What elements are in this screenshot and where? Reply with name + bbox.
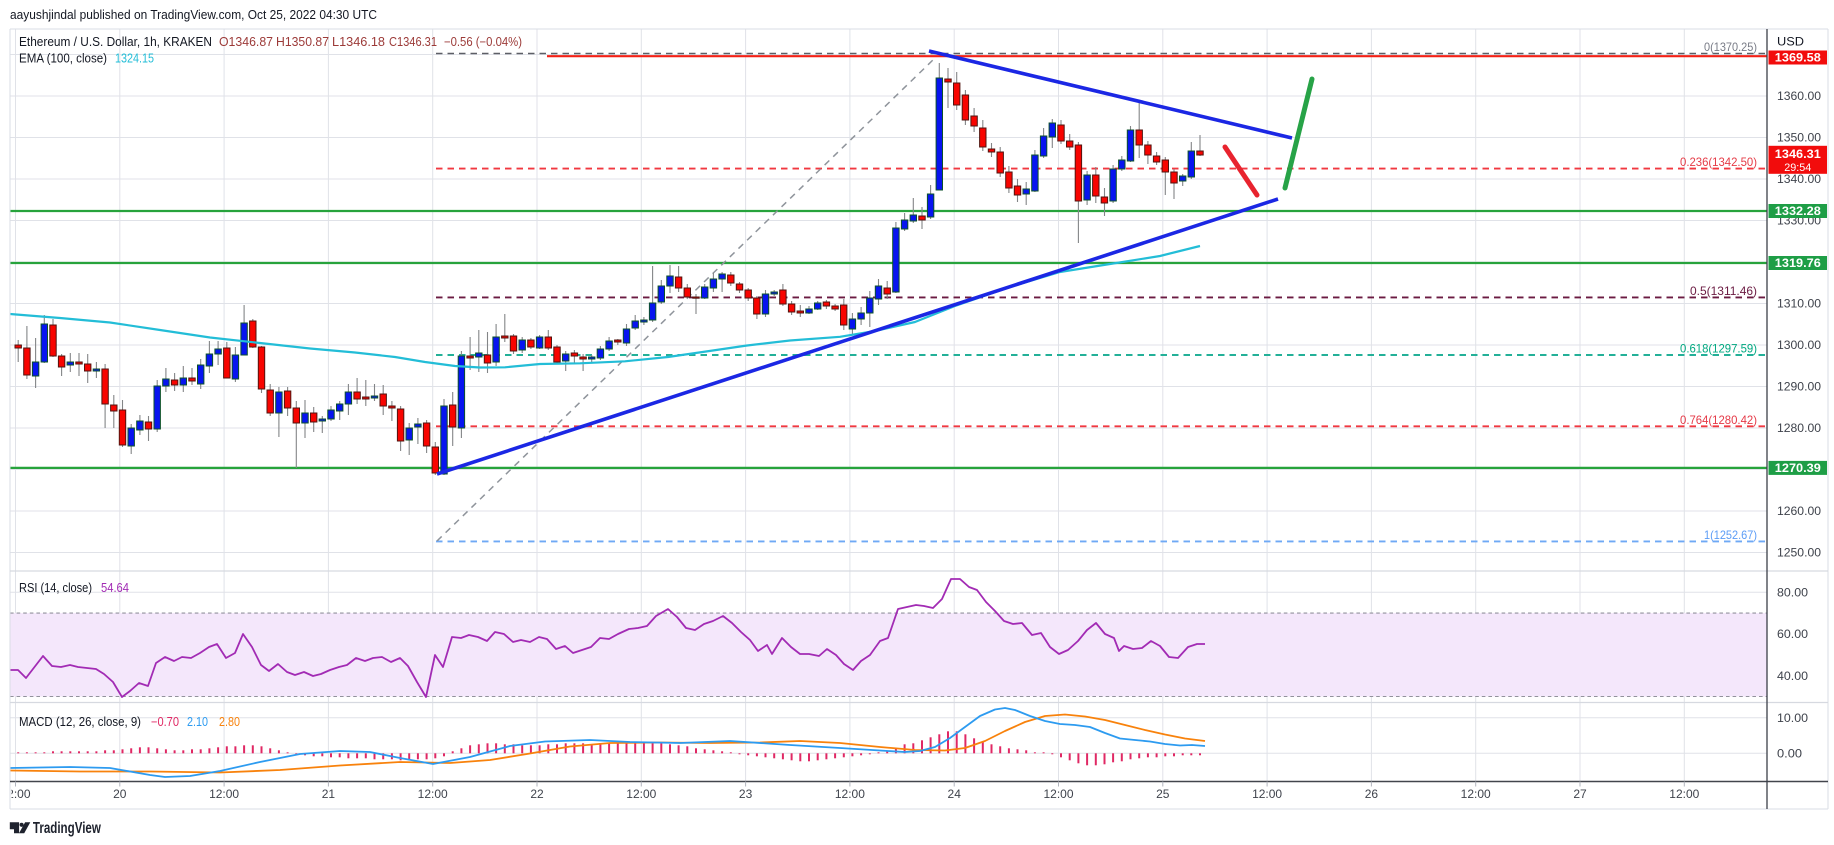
svg-text:23: 23: [739, 787, 753, 801]
svg-text:1270.39: 1270.39: [1775, 461, 1821, 475]
svg-text:1369.58: 1369.58: [1775, 51, 1821, 65]
svg-text:12:00: 12:00: [1669, 787, 1699, 801]
svg-text:L1346.18: L1346.18: [332, 35, 385, 49]
svg-text:1280.00: 1280.00: [1777, 422, 1822, 435]
svg-text:−0.56 (−0.04%): −0.56 (−0.04%): [444, 35, 522, 49]
svg-text:O1346.87: O1346.87: [219, 35, 273, 49]
svg-text:Ethereum / U.S. Dollar, 1h, KR: Ethereum / U.S. Dollar, 1h, KRAKEN: [19, 35, 212, 49]
svg-text:29:54: 29:54: [1784, 162, 1811, 174]
svg-text:25: 25: [1156, 787, 1170, 801]
svg-text:−0.70: −0.70: [151, 715, 179, 729]
svg-text:12:00: 12:00: [1043, 787, 1073, 801]
svg-text:1346.31: 1346.31: [1775, 147, 1821, 161]
svg-text:0.5(1311.46): 0.5(1311.46): [1690, 284, 1757, 298]
svg-text:H1350.87: H1350.87: [276, 35, 329, 49]
svg-text:1(1252.67): 1(1252.67): [1704, 528, 1757, 542]
svg-text:1319.76: 1319.76: [1775, 256, 1821, 270]
svg-text:0.236(1342.50): 0.236(1342.50): [1680, 155, 1757, 169]
svg-text:40.00: 40.00: [1777, 670, 1809, 683]
svg-text:0.618(1297.59): 0.618(1297.59): [1680, 342, 1757, 356]
svg-text:22: 22: [530, 787, 544, 801]
svg-text:12:00: 12:00: [0, 787, 30, 801]
svg-text:C1346.31: C1346.31: [389, 35, 437, 49]
svg-text:0.764(1280.42): 0.764(1280.42): [1680, 413, 1757, 427]
svg-text:1260.00: 1260.00: [1777, 505, 1822, 518]
svg-text:10.00: 10.00: [1777, 712, 1809, 725]
svg-text:1250.00: 1250.00: [1777, 547, 1822, 560]
svg-text:1290.00: 1290.00: [1777, 381, 1822, 394]
svg-text:1340.00: 1340.00: [1777, 173, 1822, 186]
svg-text:21: 21: [322, 787, 336, 801]
svg-text:USD: USD: [1777, 36, 1804, 49]
svg-text:12:00: 12:00: [418, 787, 448, 801]
svg-text:12:00: 12:00: [626, 787, 656, 801]
svg-text:1360.00: 1360.00: [1777, 90, 1822, 103]
svg-text:MACD (12, 26, close, 9): MACD (12, 26, close, 9): [19, 715, 141, 729]
svg-text:60.00: 60.00: [1777, 628, 1809, 641]
svg-text:0(1370.25): 0(1370.25): [1704, 40, 1757, 54]
svg-text:2.80: 2.80: [219, 715, 240, 729]
svg-text:1310.00: 1310.00: [1777, 298, 1822, 311]
svg-text:aayushjindal published on Trad: aayushjindal published on TradingView.co…: [10, 8, 377, 22]
svg-text:1300.00: 1300.00: [1777, 339, 1822, 352]
svg-text:1350.00: 1350.00: [1777, 132, 1822, 145]
svg-text:0.00: 0.00: [1777, 748, 1803, 761]
svg-text:20: 20: [113, 787, 127, 801]
svg-text:27: 27: [1573, 787, 1587, 801]
svg-text:12:00: 12:00: [1252, 787, 1282, 801]
svg-text:1332.28: 1332.28: [1775, 204, 1821, 218]
svg-text:EMA (100, close): EMA (100, close): [19, 52, 107, 66]
svg-text:26: 26: [1365, 787, 1379, 801]
svg-text:12:00: 12:00: [209, 787, 239, 801]
svg-text:24: 24: [948, 787, 962, 801]
svg-text:80.00: 80.00: [1777, 587, 1809, 600]
svg-text:1324.15: 1324.15: [115, 52, 154, 66]
svg-text:RSI (14, close): RSI (14, close): [19, 581, 92, 595]
svg-text:12:00: 12:00: [1461, 787, 1491, 801]
svg-text:TradingView: TradingView: [33, 820, 102, 837]
svg-text:12:00: 12:00: [835, 787, 865, 801]
svg-text:2.10: 2.10: [187, 715, 208, 729]
svg-text:54.64: 54.64: [101, 581, 129, 595]
